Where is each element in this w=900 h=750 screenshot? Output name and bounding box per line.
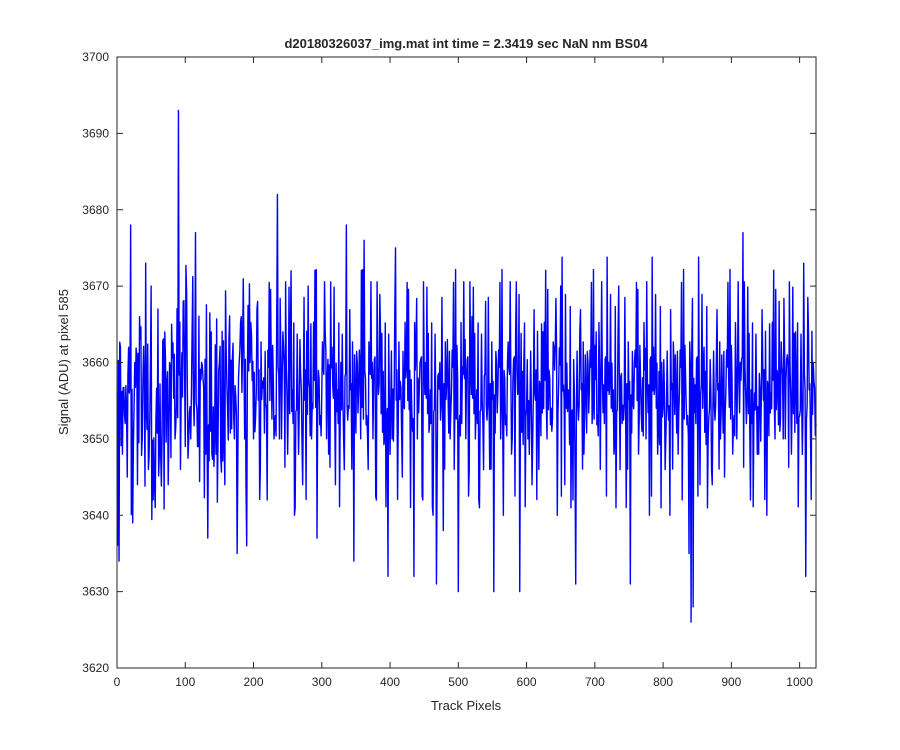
x-tick-label: 0 [114, 675, 121, 689]
chart-title: d20180326037_img.mat int time = 2.3419 s… [284, 36, 648, 51]
y-axis: 3620 3630 3640 3650 3660 3670 3680 3690 3700 [82, 50, 816, 675]
x-tick-label: 600 [517, 675, 537, 689]
x-tick-label: 400 [380, 675, 400, 689]
x-tick-label: 200 [244, 675, 264, 689]
x-tick-label: 900 [721, 675, 741, 689]
y-axis-label: Signal (ADU) at pixel 585 [56, 289, 71, 435]
x-tick-label: 1000 [786, 675, 813, 689]
x-tick-label: 300 [312, 675, 332, 689]
y-tick-label: 3650 [82, 432, 109, 446]
y-tick-label: 3690 [82, 126, 109, 140]
x-axis-label: Track Pixels [431, 698, 502, 713]
y-tick-label: 3680 [82, 203, 109, 217]
x-tick-label: 500 [448, 675, 468, 689]
y-tick-label: 3660 [82, 356, 109, 370]
x-tick-label: 100 [175, 675, 195, 689]
x-tick-label: 700 [585, 675, 605, 689]
y-tick-label: 3620 [82, 661, 109, 675]
x-tick-label: 800 [653, 675, 673, 689]
series-layer [116, 109, 817, 623]
signal-series-line [116, 109, 817, 623]
y-tick-label: 3630 [82, 585, 109, 599]
y-tick-label: 3640 [82, 508, 109, 522]
y-tick-label: 3700 [82, 50, 109, 64]
x-axis: 0 100 200 300 400 500 600 700 800 900 1000 [114, 57, 813, 689]
y-tick-label: 3670 [82, 279, 109, 293]
